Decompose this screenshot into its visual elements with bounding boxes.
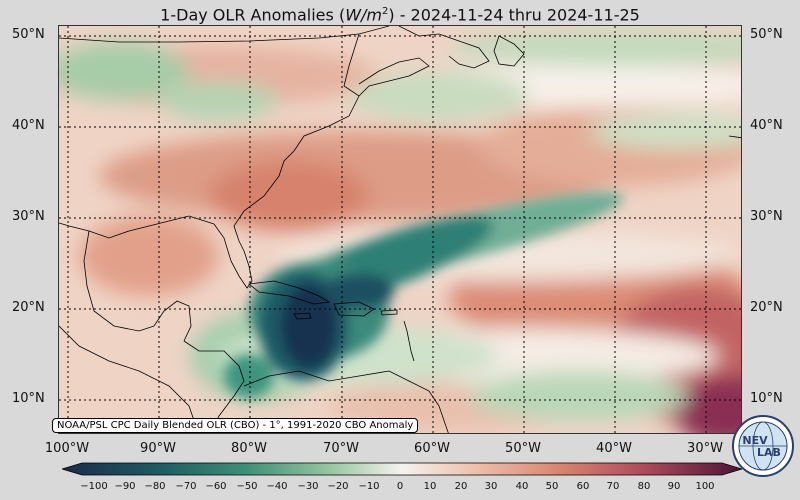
colorbar-tick: −100	[80, 481, 108, 492]
coastlines	[59, 26, 741, 433]
lon-label-90w: 90°W	[140, 441, 176, 456]
colorbar-tick: −70	[175, 481, 197, 492]
colorbar-tick: −60	[205, 481, 227, 492]
data-source-label: NOAA/PSL CPC Daily Blended OLR (CBO) - 1…	[52, 418, 419, 433]
lon-label-100w: 100°W	[44, 441, 90, 456]
colorbar-tick: 90	[667, 481, 681, 492]
lat-label-right-50: 50°N	[750, 27, 783, 42]
colorbar-tick: −30	[297, 481, 319, 492]
title-suffix: ) - 2024-11-24 thru 2024-11-25	[388, 5, 640, 25]
colorbar-tick: −10	[358, 481, 380, 492]
nevlab-globe-logo: NEV LAB	[732, 415, 794, 477]
lon-label-40w: 40°W	[596, 441, 632, 456]
colorbar-tick: 0	[396, 481, 404, 492]
lon-label-50w: 50°W	[505, 441, 541, 456]
lat-label-right-40: 40°N	[750, 118, 783, 133]
colorbar-tick: 10	[423, 481, 437, 492]
olr-anomaly-map	[58, 25, 742, 434]
colorbar-tick: 50	[545, 481, 559, 492]
colorbar-tick: −50	[236, 481, 258, 492]
colorbar-tick: 20	[454, 481, 468, 492]
colorbar-tick: 40	[515, 481, 529, 492]
colorbar-tick: −20	[327, 481, 349, 492]
colorbar-tick: 70	[606, 481, 620, 492]
logo-text-top: NEV	[742, 434, 768, 447]
title-prefix: 1-Day OLR Anomalies (	[160, 5, 346, 25]
colorbar-gradient	[62, 462, 742, 476]
lat-label-left-20: 20°N	[12, 300, 45, 315]
title-unit-exponent: 2	[381, 6, 389, 17]
lat-label-right-30: 30°N	[750, 209, 783, 224]
colorbar-tick: 80	[637, 481, 651, 492]
colorbar-tick: −80	[144, 481, 166, 492]
colorbar-tick: −90	[114, 481, 136, 492]
lat-label-right-10: 10°N	[750, 391, 783, 406]
lon-label-80w: 80°W	[231, 441, 267, 456]
graticule	[59, 26, 741, 433]
lon-label-30w: 30°W	[687, 441, 723, 456]
logo-text-bottom: LAB	[757, 446, 781, 459]
lat-label-left-40: 40°N	[12, 118, 45, 133]
title-unit: W/m	[345, 5, 382, 25]
lat-label-right-20: 20°N	[750, 300, 783, 315]
map-title: 1-Day OLR Anomalies (W/m2) - 2024-11-24 …	[0, 0, 800, 24]
colorbar-tick: 60	[576, 481, 590, 492]
colorbar-tick: −40	[266, 481, 288, 492]
lat-label-left-50: 50°N	[12, 27, 45, 42]
negative-anomaly-band	[224, 192, 624, 398]
colorbar-tick: 30	[484, 481, 498, 492]
lat-label-left-10: 10°N	[12, 391, 45, 406]
colorbar-tick: 100	[695, 481, 715, 492]
lat-label-left-30: 30°N	[12, 209, 45, 224]
lon-label-70w: 70°W	[323, 441, 359, 456]
map-canvas	[59, 26, 741, 433]
lon-label-60w: 60°W	[414, 441, 450, 456]
colorbar	[62, 462, 742, 476]
